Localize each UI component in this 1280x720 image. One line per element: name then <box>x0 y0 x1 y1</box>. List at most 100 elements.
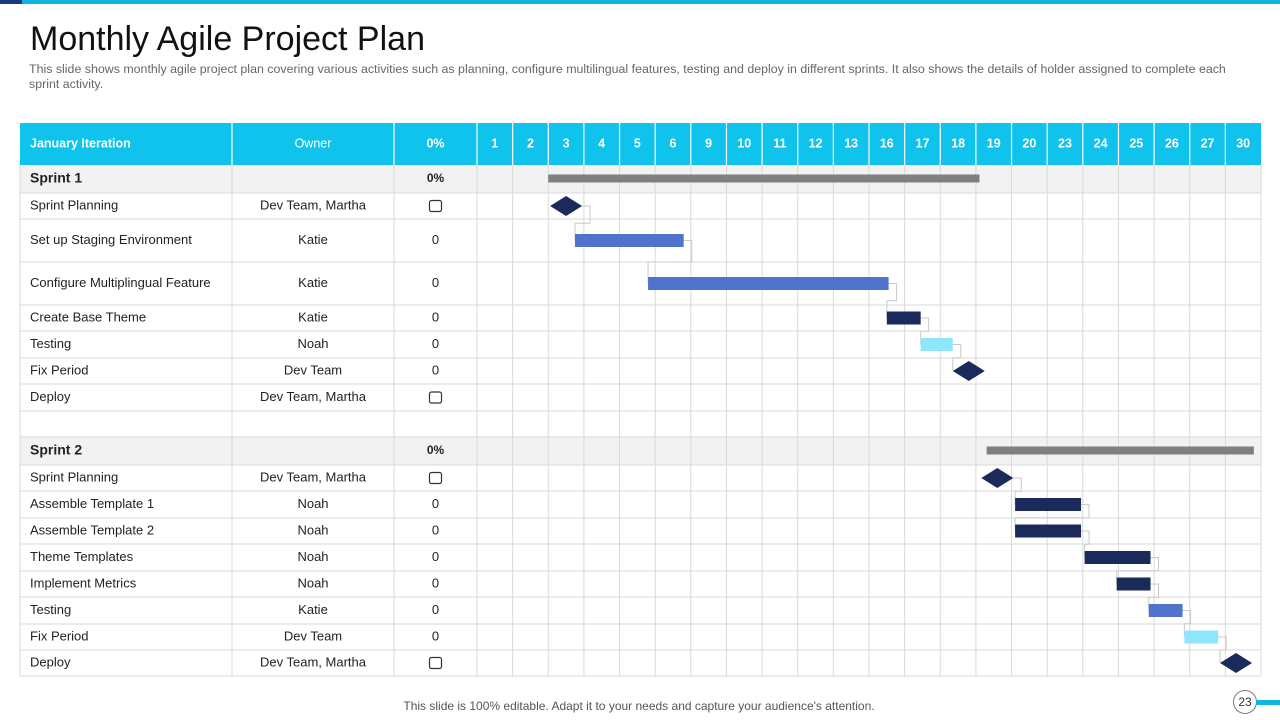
task-bar[interactable] <box>1184 630 1219 644</box>
task-bar[interactable] <box>1116 577 1151 591</box>
task-percent: 0 <box>432 275 439 290</box>
task-name: Configure Multiplingual Feature <box>30 275 211 290</box>
header-day-4: 4 <box>598 136 605 150</box>
task-name: Deploy <box>30 654 71 669</box>
dependency-connector <box>1014 504 1090 531</box>
task-name: Implement Metrics <box>30 575 137 590</box>
task-owner: Noah <box>297 549 328 564</box>
task-name: Deploy <box>30 389 71 404</box>
header-day-23: 23 <box>1058 136 1072 150</box>
task-owner: Noah <box>297 575 328 590</box>
sprint-title: Sprint 2 <box>30 442 82 458</box>
sprint-summary-bar[interactable] <box>548 174 980 183</box>
sprint-title: Sprint 1 <box>30 170 82 186</box>
header-day-30: 30 <box>1236 136 1250 150</box>
sprint-percent: 0% <box>427 443 445 457</box>
milestone-checkbox[interactable] <box>428 199 443 213</box>
milestone-diamond[interactable] <box>981 468 1014 488</box>
task-owner: Dev Team, Martha <box>260 469 367 484</box>
task-percent: 0 <box>432 628 439 643</box>
task-name: Fix Period <box>30 362 89 377</box>
header-day-26: 26 <box>1165 136 1179 150</box>
task-name: Testing <box>30 602 71 617</box>
header-day-9: 9 <box>705 136 712 150</box>
page-title: Monthly Agile Project Plan <box>30 20 425 58</box>
task-percent: 0 <box>432 522 439 537</box>
header-day-10: 10 <box>737 136 751 150</box>
header-day-3: 3 <box>563 136 570 150</box>
dependency-connector <box>647 240 693 284</box>
header-day-13: 13 <box>844 136 858 150</box>
top-accent-corner <box>0 0 22 4</box>
dependency-connector <box>886 283 898 318</box>
task-owner: Noah <box>297 496 328 511</box>
milestone-checkbox[interactable] <box>428 391 443 404</box>
task-name: Testing <box>30 336 71 351</box>
task-owner: Katie <box>298 602 328 617</box>
task-owner: Katie <box>298 232 328 247</box>
header-day-5: 5 <box>634 136 641 150</box>
top-accent-bar <box>0 0 1280 4</box>
task-owner: Noah <box>297 336 328 351</box>
task-percent: 0 <box>432 575 439 590</box>
task-name: Assemble Template 1 <box>30 496 154 511</box>
header-day-6: 6 <box>670 136 677 150</box>
task-bar[interactable] <box>920 338 953 351</box>
dependency-connector <box>1013 477 1022 505</box>
task-bar[interactable] <box>1015 498 1082 511</box>
task-percent: 0 <box>432 232 439 247</box>
task-percent: 0 <box>432 602 439 617</box>
footer-note: This slide is 100% editable. Adapt it to… <box>403 699 875 713</box>
task-percent: 0 <box>432 362 439 377</box>
header-percent: 0% <box>426 136 444 150</box>
task-bar[interactable] <box>575 234 684 247</box>
dependency-connector <box>920 317 930 345</box>
page-accent-bar <box>1256 700 1280 705</box>
dependency-connector <box>574 205 591 241</box>
task-owner: Dev Team <box>284 362 342 377</box>
milestone-checkbox[interactable] <box>428 471 443 485</box>
task-name: Set up Staging Environment <box>30 232 192 247</box>
table-header-bg <box>20 123 1261 165</box>
task-percent: 0 <box>432 336 439 351</box>
task-owner: Katie <box>298 275 328 290</box>
task-bar[interactable] <box>1015 524 1082 538</box>
task-name: Sprint Planning <box>30 197 118 212</box>
sprint-summary-bar[interactable] <box>986 446 1254 455</box>
dependency-connector <box>1081 530 1090 558</box>
task-name: Sprint Planning <box>30 469 118 484</box>
task-bar[interactable] <box>673 277 889 290</box>
milestone-checkbox[interactable] <box>428 656 443 670</box>
milestone-diamond[interactable] <box>550 196 583 216</box>
dependency-connector <box>1182 610 1192 637</box>
header-day-25: 25 <box>1129 136 1143 150</box>
header-day-17: 17 <box>916 136 930 150</box>
header-day-11: 11 <box>773 136 786 150</box>
dependency-connector <box>1148 583 1160 611</box>
dependency-connector <box>1116 557 1160 584</box>
task-percent: 0 <box>432 496 439 511</box>
task-name: Fix Period <box>30 628 89 643</box>
header-day-16: 16 <box>880 136 894 150</box>
header-day-20: 20 <box>1022 136 1036 150</box>
task-owner: Katie <box>298 309 328 324</box>
milestone-diamond[interactable] <box>1220 653 1253 673</box>
task-bar[interactable] <box>1148 604 1183 617</box>
task-bar[interactable] <box>1084 551 1151 564</box>
task-percent: 0 <box>432 309 439 324</box>
sprint-percent: 0% <box>427 171 445 185</box>
header-owner: Owner <box>295 136 332 150</box>
dependency-connector <box>952 344 962 371</box>
page-number: 23 <box>1233 690 1257 714</box>
task-bar[interactable] <box>886 311 921 325</box>
task-owner: Dev Team, Martha <box>260 197 367 212</box>
task-percent: 0 <box>432 549 439 564</box>
task-owner: Dev Team, Martha <box>260 654 367 669</box>
header-day-24: 24 <box>1094 136 1108 150</box>
task-name: Theme Templates <box>30 549 134 564</box>
dependency-connector <box>1218 636 1227 663</box>
task-owner: Dev Team, Martha <box>260 389 367 404</box>
milestone-diamond[interactable] <box>952 361 985 381</box>
page-subtitle: This slide shows monthly agile project p… <box>29 62 1226 91</box>
